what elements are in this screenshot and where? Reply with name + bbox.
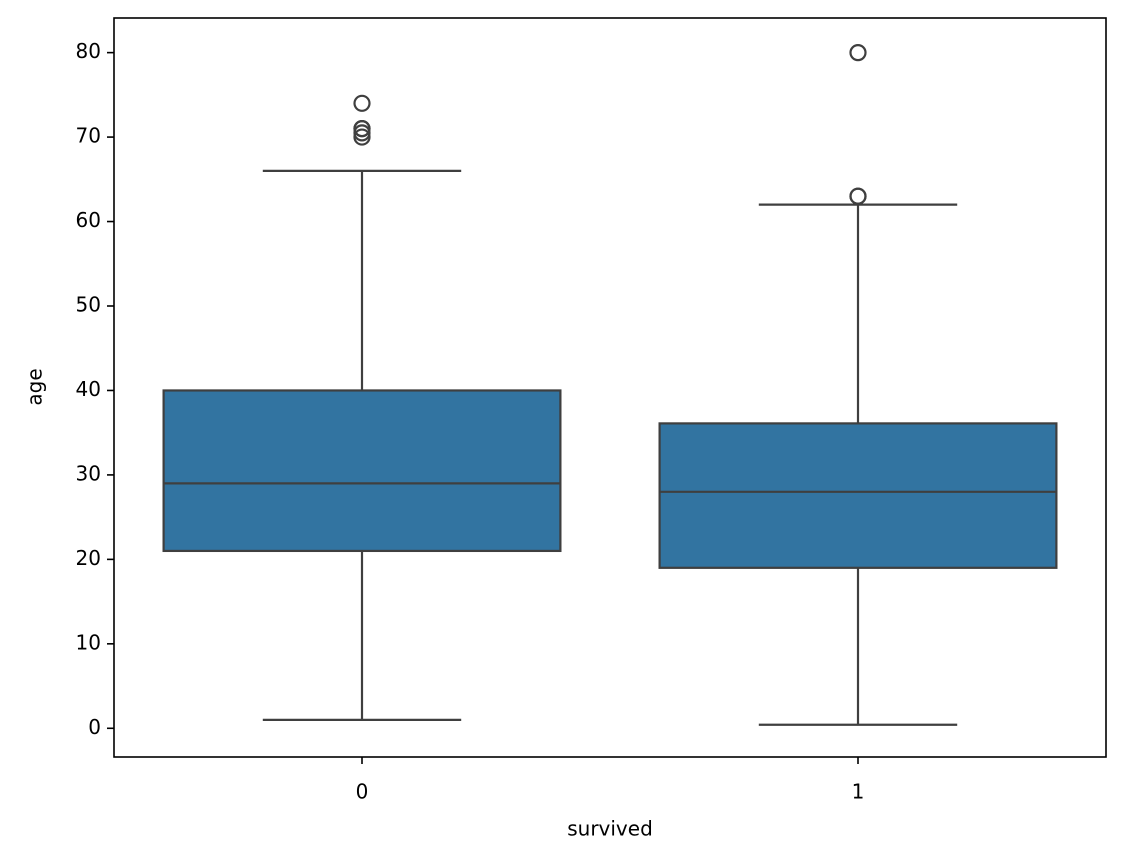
outlier: [353, 94, 371, 112]
y-tick-label: 40: [76, 377, 101, 401]
y-tick-label: 50: [76, 292, 101, 316]
outlier: [353, 128, 371, 146]
y-tick-label: 30: [76, 461, 101, 485]
outlier: [353, 120, 371, 138]
outlier: [849, 187, 867, 205]
y-tick-label: 60: [76, 208, 101, 232]
y-tick-label: 10: [76, 630, 101, 654]
outlier: [849, 44, 867, 62]
plot-frame: [113, 17, 1107, 758]
x-tick-label: 1: [852, 780, 865, 804]
outlier: [353, 124, 371, 142]
x-tick-label: 0: [356, 780, 369, 804]
box: [162, 389, 562, 553]
y-tick-label: 0: [88, 715, 101, 739]
x-axis-label: survived: [567, 817, 653, 841]
y-tick-label: 80: [76, 39, 101, 63]
y-tick-label: 70: [76, 124, 101, 148]
box: [658, 422, 1058, 569]
y-axis-label: age: [23, 368, 47, 405]
y-tick-label: 20: [76, 546, 101, 570]
